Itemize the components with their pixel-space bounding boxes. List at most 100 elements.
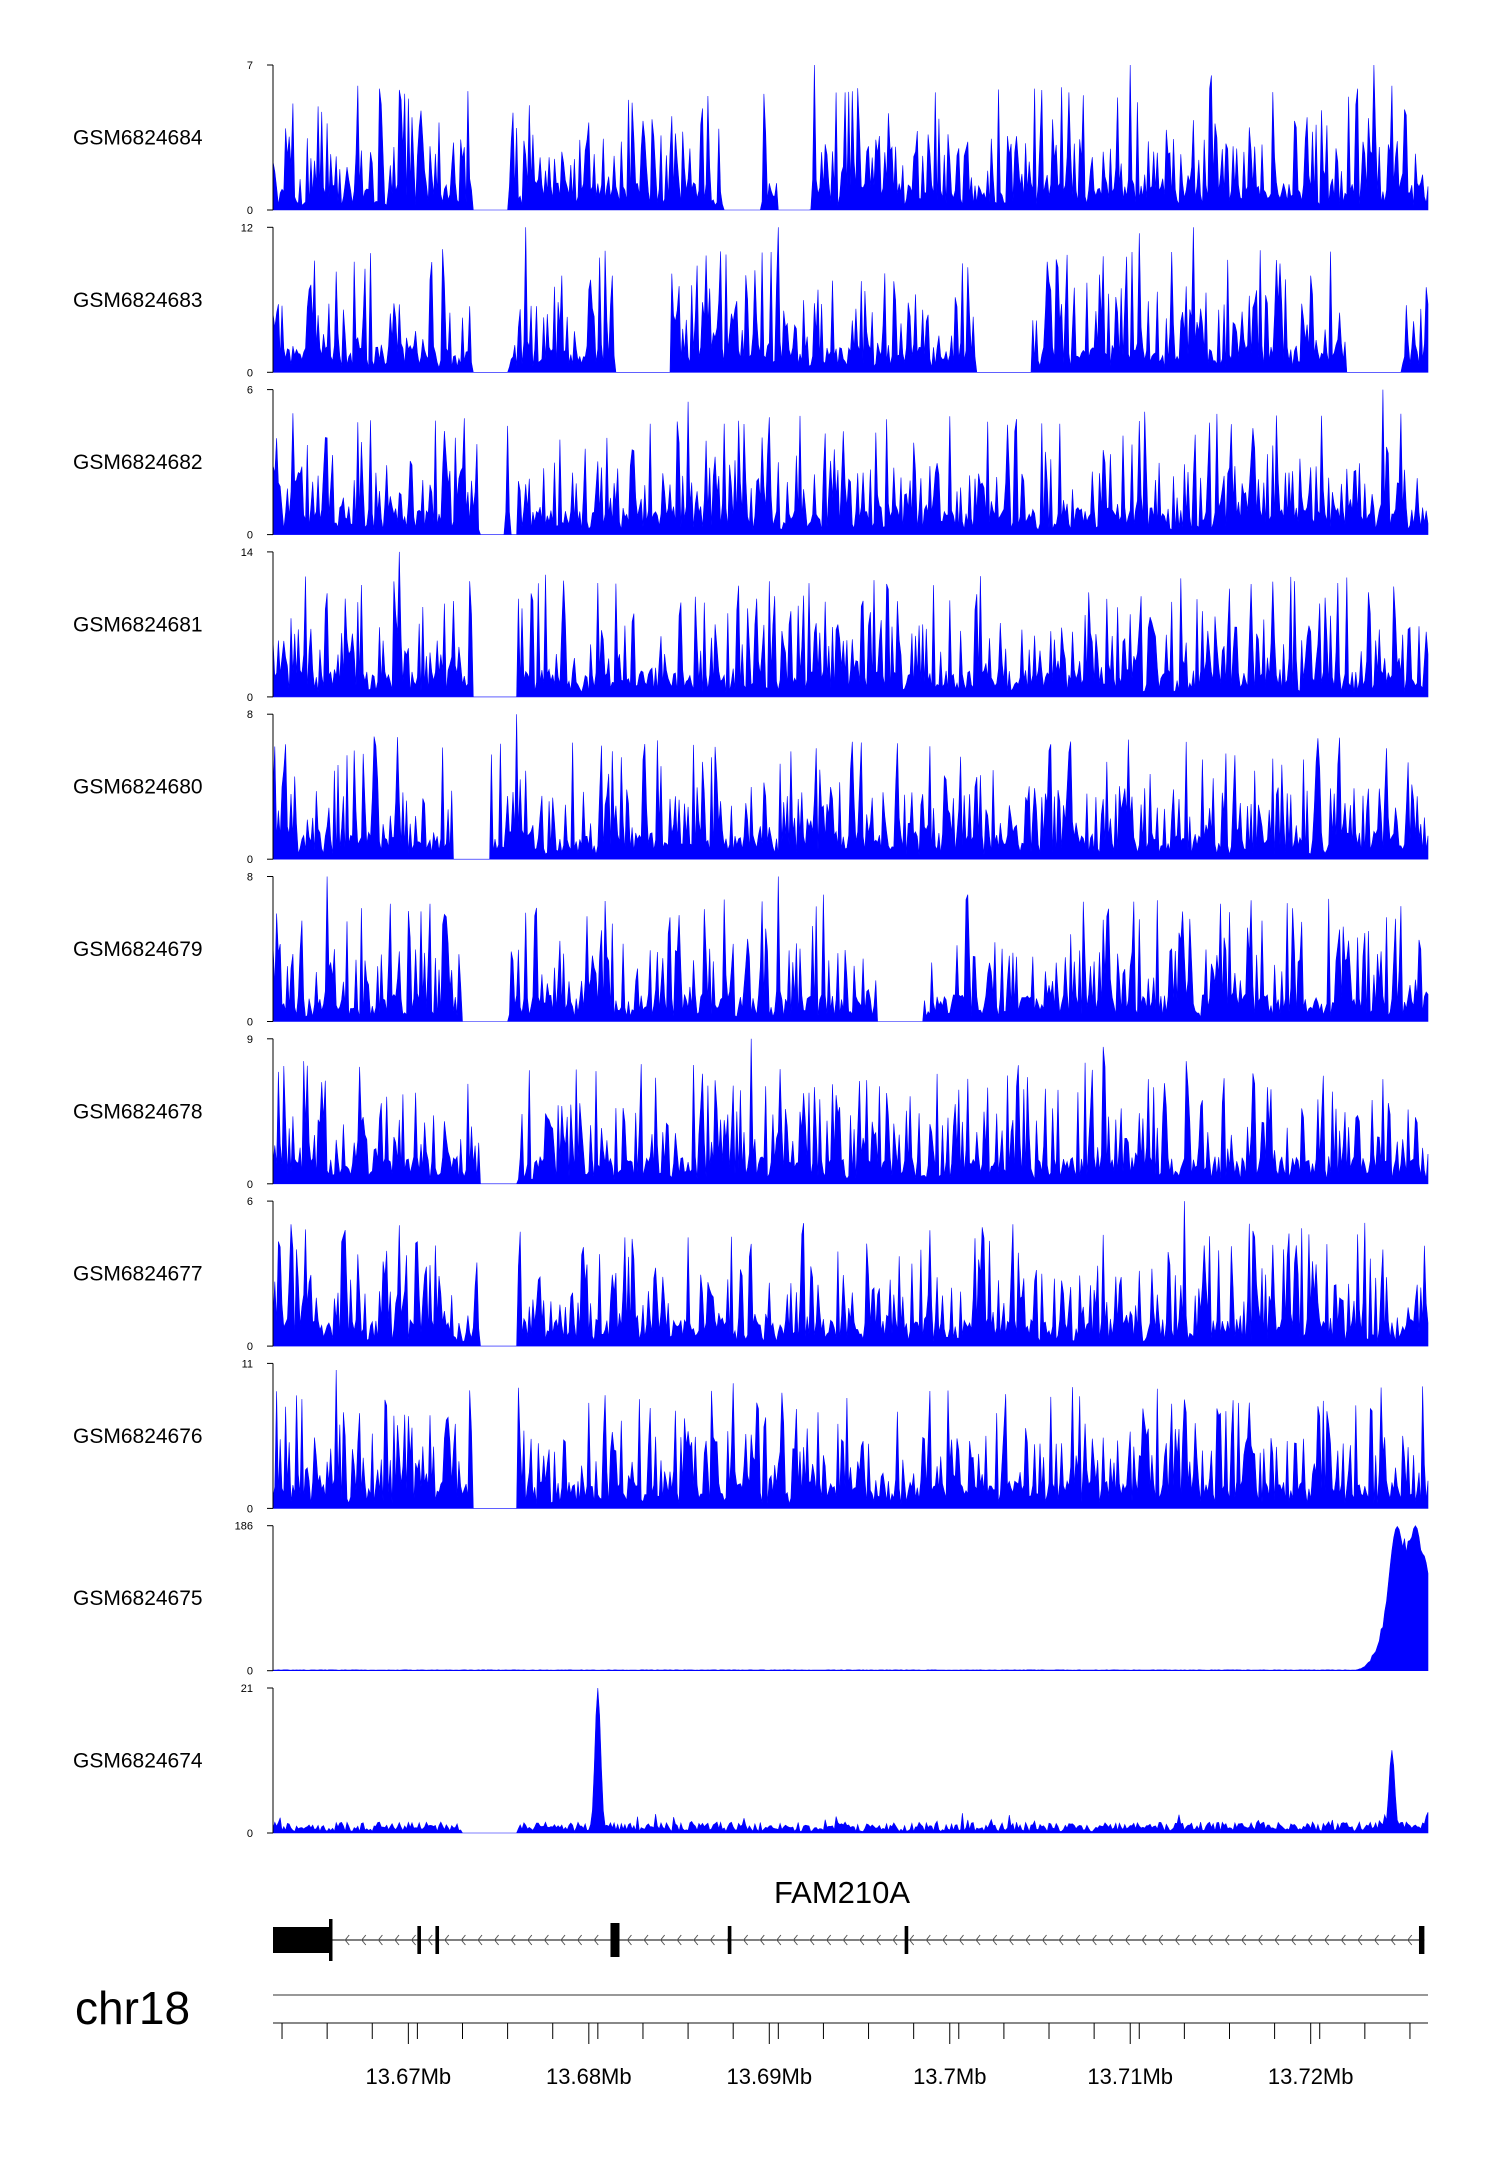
strand-arrow <box>1390 1934 1396 1946</box>
strand-arrow <box>510 1934 516 1946</box>
y-tick-label-max: 9 <box>247 1034 253 1046</box>
strand-arrow <box>527 1934 533 1946</box>
strand-arrow <box>1124 1934 1130 1946</box>
strand-arrow <box>1025 1934 1031 1946</box>
track-GSM6824682: 6 0 GSM6824682 <box>73 385 1429 542</box>
y-tick-label-zero: 0 <box>247 1179 253 1191</box>
y-tick-label-zero: 0 <box>247 854 253 866</box>
strand-arrow <box>676 1934 682 1946</box>
strand-arrow <box>626 1934 632 1946</box>
coverage-tracks: 7 0 GSM6824684 12 0 GSM6824683 6 0 GSM6824682 14 0… <box>73 60 1429 1840</box>
coverage-area-GSM6824679 <box>272 876 1429 1022</box>
track-label: GSM6824676 <box>73 1425 203 1448</box>
strand-arrow <box>859 1934 865 1946</box>
strand-arrow <box>776 1934 782 1946</box>
y-tick-label-zero: 0 <box>247 1828 253 1840</box>
strand-arrow <box>1108 1934 1114 1946</box>
axis-tick-label: 13.71Mb <box>1087 2064 1173 2089</box>
y-tick-label-max: 6 <box>247 1196 253 1208</box>
strand-arrow <box>925 1934 931 1946</box>
strand-arrow <box>759 1934 765 1946</box>
strand-arrow <box>909 1934 915 1946</box>
gene-annotation-track: FAM210A <box>273 1875 1425 1961</box>
chromosome-label: chr18 <box>75 1982 190 2034</box>
track-GSM6824678: 9 0 GSM6824678 <box>73 1034 1429 1191</box>
coverage-area-GSM6824680 <box>272 714 1429 860</box>
exon <box>1418 1926 1425 1954</box>
strand-arrow <box>1241 1934 1247 1946</box>
axis-tick-label: 13.72Mb <box>1268 2064 1354 2089</box>
strand-arrow <box>460 1934 466 1946</box>
track-label: GSM6824677 <box>73 1263 203 1286</box>
strand-arrow <box>942 1934 948 1946</box>
exon <box>727 1926 732 1954</box>
strand-arrow <box>1207 1934 1213 1946</box>
track-label: GSM6824684 <box>73 127 203 150</box>
exon <box>273 1927 331 1953</box>
y-tick-label-max: 6 <box>247 385 253 397</box>
strand-arrow <box>826 1934 832 1946</box>
exon <box>435 1926 440 1954</box>
strand-arrow <box>377 1934 383 1946</box>
track-label: GSM6824678 <box>73 1100 203 1123</box>
strand-arrow <box>1407 1934 1413 1946</box>
strand-arrow <box>410 1934 416 1946</box>
track-GSM6824676: 11 0 GSM6824676 <box>73 1358 1429 1515</box>
strand-arrow <box>992 1934 998 1946</box>
y-tick-label-zero: 0 <box>247 367 253 379</box>
strand-arrow <box>1257 1934 1263 1946</box>
strand-arrow <box>743 1934 749 1946</box>
coverage-area-GSM6824682 <box>272 389 1429 535</box>
strand-arrow <box>1307 1934 1313 1946</box>
axis-tick-label: 13.68Mb <box>546 2064 632 2089</box>
y-tick-label-zero: 0 <box>247 1017 253 1029</box>
track-GSM6824679: 8 0 GSM6824679 <box>73 872 1429 1029</box>
strand-arrow <box>593 1934 599 1946</box>
strand-arrow <box>1290 1934 1296 1946</box>
track-GSM6824675: 186 0 GSM6824675 <box>73 1521 1429 1678</box>
strand-arrow <box>1191 1934 1197 1946</box>
strand-arrow <box>444 1934 450 1946</box>
coverage-area-GSM6824681 <box>272 551 1429 698</box>
y-tick-label-zero: 0 <box>247 692 253 704</box>
track-label: GSM6824681 <box>73 613 203 636</box>
y-tick-label-zero: 0 <box>247 205 253 217</box>
axis-tick-label: 13.69Mb <box>726 2064 812 2089</box>
track-GSM6824680: 8 0 GSM6824680 <box>73 709 1429 866</box>
exon <box>610 1923 620 1957</box>
exon <box>904 1926 909 1954</box>
strand-arrow <box>1008 1934 1014 1946</box>
coverage-area-GSM6824684 <box>272 64 1429 211</box>
track-GSM6824681: 14 0 GSM6824681 <box>73 547 1429 704</box>
track-GSM6824677: 6 0 GSM6824677 <box>73 1196 1429 1353</box>
track-GSM6824684: 7 0 GSM6824684 <box>73 60 1429 217</box>
strand-arrow <box>361 1934 367 1946</box>
strand-arrow <box>660 1934 666 1946</box>
strand-arrow <box>975 1934 981 1946</box>
y-tick-label-max: 8 <box>247 709 253 721</box>
strand-arrow <box>958 1934 964 1946</box>
strand-arrow <box>1058 1934 1064 1946</box>
strand-arrow <box>1141 1934 1147 1946</box>
track-label: GSM6824674 <box>73 1750 203 1773</box>
track-label: GSM6824675 <box>73 1587 203 1610</box>
strand-arrow <box>709 1934 715 1946</box>
strand-arrow <box>1041 1934 1047 1946</box>
strand-arrow <box>1174 1934 1180 1946</box>
genome-axis-track: chr18 13.67Mb 13.68Mb 13.69Mb 13.7Mb 13.71Mb… <box>75 1982 1428 2089</box>
strand-arrow <box>493 1934 500 1946</box>
y-tick-label-max: 186 <box>235 1521 253 1533</box>
gene-name-label: FAM210A <box>774 1875 910 1910</box>
strand-arrow <box>643 1934 649 1946</box>
y-tick-label-zero: 0 <box>247 1503 253 1515</box>
strand-arrow <box>1224 1934 1230 1946</box>
strand-arrow <box>543 1934 549 1946</box>
coverage-area-GSM6824677 <box>272 1201 1429 1347</box>
strand-arrow <box>1340 1934 1346 1946</box>
strand-arrow <box>1357 1934 1363 1946</box>
coverage-area-GSM6824675 <box>272 1525 1429 1671</box>
coverage-area-GSM6824678 <box>272 1038 1429 1185</box>
strand-arrow <box>842 1934 848 1946</box>
strand-arrow <box>1075 1934 1081 1946</box>
